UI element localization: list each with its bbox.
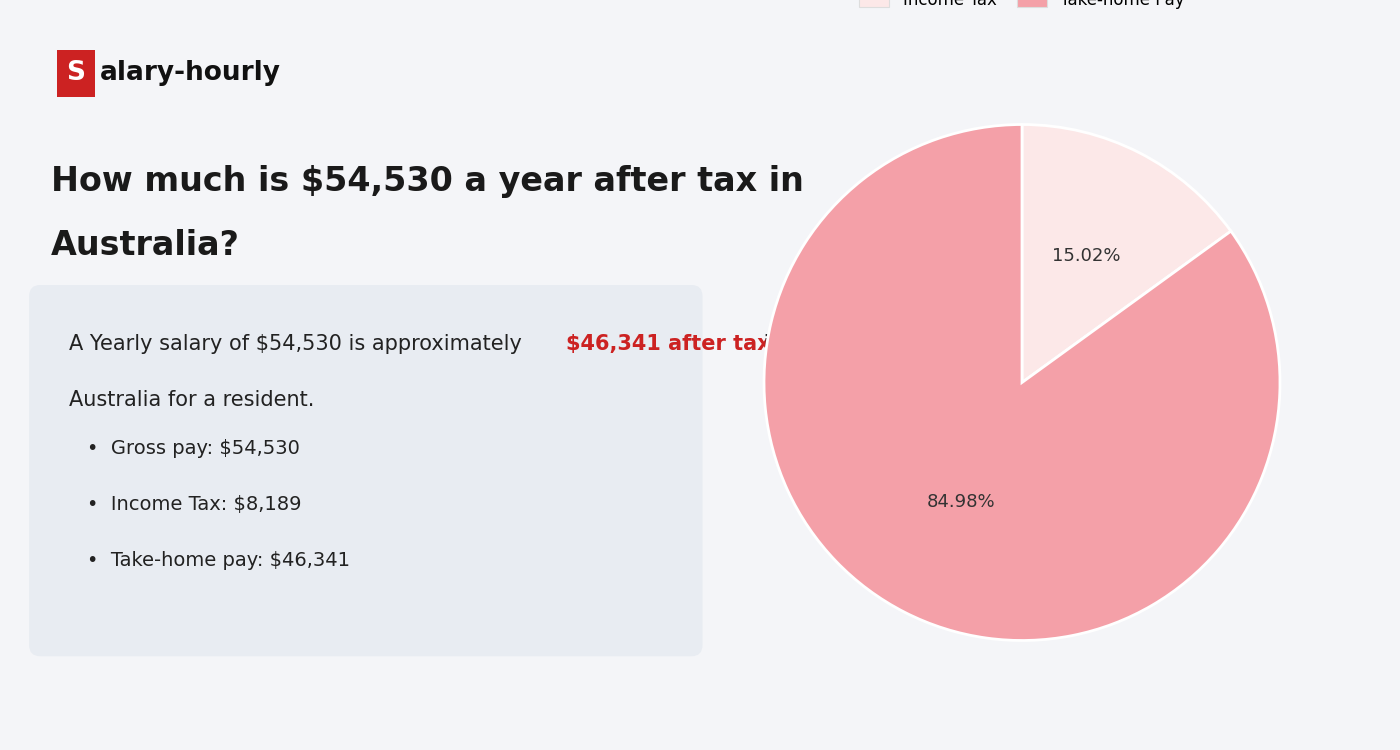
Text: •  Income Tax: $8,189: • Income Tax: $8,189 [87,495,302,514]
Text: $46,341 after tax: $46,341 after tax [566,334,770,354]
Text: •  Take-home pay: $46,341: • Take-home pay: $46,341 [87,551,350,570]
FancyBboxPatch shape [57,50,95,97]
Text: •  Gross pay: $54,530: • Gross pay: $54,530 [87,439,300,458]
Text: 15.02%: 15.02% [1053,247,1121,265]
FancyBboxPatch shape [29,285,703,656]
Text: Australia for a resident.: Australia for a resident. [69,390,315,410]
Wedge shape [764,124,1280,640]
Text: A Yearly salary of $54,530 is approximately: A Yearly salary of $54,530 is approximat… [69,334,529,354]
Text: in: in [757,334,783,354]
Text: alary-hourly: alary-hourly [99,61,281,86]
Text: Australia?: Australia? [50,229,239,262]
Wedge shape [1022,124,1231,382]
Text: S: S [66,61,85,86]
Legend: Income Tax, Take-home Pay: Income Tax, Take-home Pay [853,0,1191,16]
Text: 84.98%: 84.98% [927,493,995,511]
Text: How much is $54,530 a year after tax in: How much is $54,530 a year after tax in [50,165,804,198]
